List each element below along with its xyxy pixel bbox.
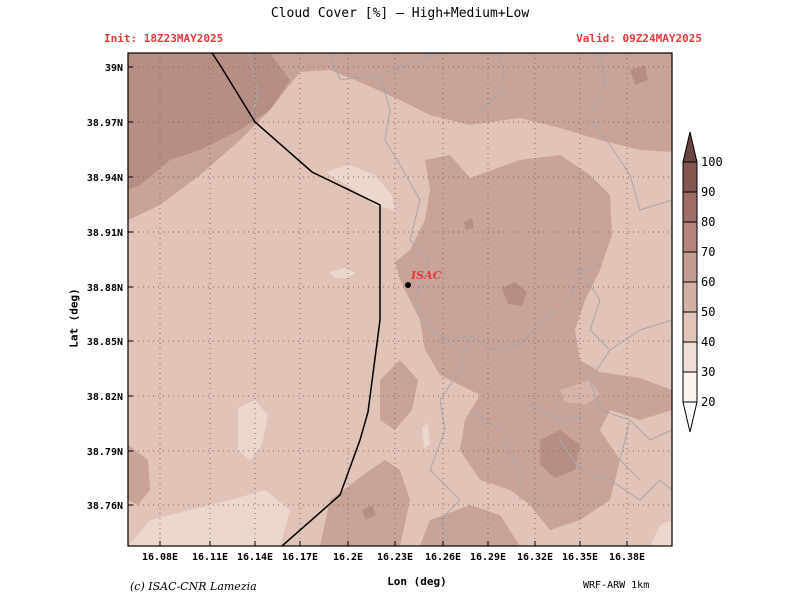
colorbar-segment (682, 371, 698, 403)
chart-title: Cloud Cover [%] — High+Medium+Low (270, 6, 530, 21)
field-speck-3 (362, 505, 376, 520)
field-region-se-dark (540, 430, 580, 478)
field-region-corner-light (650, 520, 672, 546)
field-region-south (320, 460, 410, 546)
colorbar-segment (682, 191, 698, 223)
lon-tick-label: 16.32E (517, 552, 553, 563)
lon-tick-label: 16.17E (282, 552, 318, 563)
lat-tick-label: 38.82N (87, 392, 123, 403)
lon-tick-label: 16.11E (192, 552, 228, 563)
field-region-sw-edge (128, 445, 150, 505)
lat-tick-label: 38.94N (87, 173, 123, 184)
lat-tick-label: 38.91N (87, 228, 123, 239)
axis-ticks (128, 66, 628, 546)
colorbar-segment (682, 161, 698, 193)
colorbar-bottom-arrow (682, 401, 698, 433)
field-region-se-light (560, 380, 600, 405)
lat-tick-label: 39N (105, 63, 123, 74)
colorbar-label: 100 (701, 155, 723, 169)
y-axis-label: Lat (deg) (67, 288, 81, 348)
field-region-west-light (238, 400, 268, 460)
field-region-mid-south (380, 360, 418, 430)
field-region-east-cloud (395, 155, 672, 530)
field-speck-2 (464, 218, 474, 230)
lon-tick-label: 16.2E (333, 552, 363, 563)
colorbar-segment (682, 311, 698, 343)
lon-tick-label: 16.26E (425, 552, 461, 563)
init-time-label: Init: 18Z23MAY2025 (104, 32, 224, 45)
lat-tick-label: 38.88N (87, 283, 123, 294)
x-axis-label: Lon (deg) (387, 575, 447, 588)
lat-tick-label: 38.85N (87, 337, 123, 348)
lat-tick-label: 38.97N (87, 118, 123, 129)
lon-tick-label: 16.08E (142, 552, 178, 563)
colorbar-label: 30 (701, 365, 715, 379)
admin-boundaries (249, 53, 672, 546)
map-field (128, 53, 672, 546)
valid-time-label: Valid: 09Z24MAY2025 (576, 32, 702, 45)
model-label: WRF-ARW 1km (583, 580, 650, 591)
lat-lon-grid (128, 53, 672, 546)
colorbar-label: 90 (701, 185, 715, 199)
lon-tick-label: 16.35E (562, 552, 598, 563)
plot-frame (127, 52, 673, 547)
colorbar-label: 80 (701, 215, 715, 229)
isac-location-marker (405, 282, 411, 288)
coastline (211, 53, 381, 546)
field-region-north-light (325, 165, 395, 210)
isac-location-label: ISAC (410, 269, 442, 282)
field-region-sw-light (128, 490, 290, 546)
colorbar-segment (682, 251, 698, 283)
colorbar-label: 40 (701, 335, 715, 349)
lat-tick-label: 38.76N (87, 501, 123, 512)
colorbar (682, 131, 698, 433)
field-region-ne-dark (630, 65, 648, 85)
lon-tick-label: 16.29E (470, 552, 506, 563)
colorbar-segment (682, 341, 698, 373)
colorbar-label: 20 (701, 395, 715, 409)
field-region-small-light (422, 422, 430, 448)
lon-tick-label: 16.14E (237, 552, 273, 563)
colorbar-segment (682, 221, 698, 253)
x-axis-label-row: Lon (deg) (0, 575, 800, 588)
field-speck-1 (502, 282, 527, 306)
lon-tick-label: 16.38E (609, 552, 645, 563)
lat-tick-label: 38.79N (87, 447, 123, 458)
credit-text: (c) ISAC-CNR Lamezia (130, 580, 257, 593)
colorbar-label: 60 (701, 275, 715, 289)
colorbar-top-arrow (682, 131, 698, 163)
field-region-isac-light (330, 268, 356, 278)
colorbar-segment (682, 281, 698, 313)
colorbar-label: 70 (701, 245, 715, 259)
colorbar-label: 50 (701, 305, 715, 319)
lon-tick-label: 16.23E (377, 552, 413, 563)
